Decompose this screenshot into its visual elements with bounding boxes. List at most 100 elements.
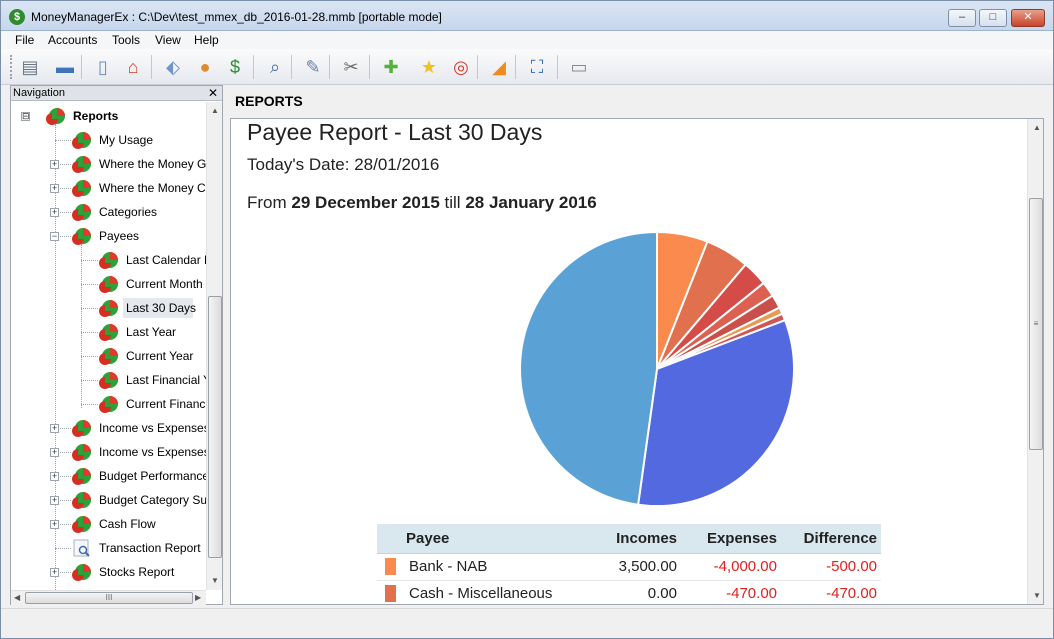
tree-item[interactable]: Last Financial Y xyxy=(11,368,206,392)
tree-expander-icon[interactable]: + xyxy=(50,519,59,529)
column-header-payee[interactable]: Payee xyxy=(377,524,581,554)
tree-guide-line xyxy=(55,476,71,477)
toolbar-separator xyxy=(477,55,478,79)
toolbar-grip[interactable] xyxy=(10,55,14,79)
minimize-button[interactable]: ‒ xyxy=(948,9,976,27)
star-icon[interactable]: ★ xyxy=(420,57,438,77)
tree-item[interactable]: + Budget Performance xyxy=(11,464,206,488)
navigation-close-icon[interactable]: ✕ xyxy=(207,86,218,100)
menu-view[interactable]: View xyxy=(155,33,181,47)
tools-icon[interactable]: ✂ xyxy=(343,57,359,77)
open-folder-icon[interactable]: ▬ xyxy=(56,57,74,77)
tree-item[interactable]: Last 30 Days xyxy=(11,296,206,320)
maximize-button[interactable]: □ xyxy=(979,9,1007,27)
tree-item[interactable]: + Where the Money C xyxy=(11,176,206,200)
toolbar-separator xyxy=(151,55,152,79)
column-header-difference[interactable]: Difference xyxy=(781,524,881,554)
navigation-scroll-thumb[interactable] xyxy=(208,296,222,558)
database-icon[interactable]: ▤ xyxy=(21,57,39,77)
tree-item[interactable]: + Categories xyxy=(11,200,206,224)
report-pie-icon xyxy=(99,300,118,317)
incomes-cell: 3,500.00 xyxy=(581,553,681,581)
table-row[interactable]: Bank - NAB 3,500.00 -4,000.00 -500.00 xyxy=(377,553,881,581)
fullscreen-icon[interactable]: ⛶ xyxy=(530,57,544,77)
range-from: 29 December 2015 xyxy=(291,193,440,212)
tree-item-label: Last 30 Days xyxy=(126,301,197,315)
tree-item[interactable]: Transaction Report xyxy=(11,536,206,560)
menu-help[interactable]: Help xyxy=(194,33,219,47)
new-document-icon[interactable]: ▯ xyxy=(98,57,108,77)
tree-expander-icon[interactable]: + xyxy=(50,183,59,193)
tree-expander-icon[interactable]: + xyxy=(50,495,59,505)
report-pie-icon xyxy=(72,444,91,461)
home-icon[interactable]: ⌂ xyxy=(127,57,139,77)
scroll-down-icon[interactable]: ▼ xyxy=(211,576,219,585)
difference-cell: -500.00 xyxy=(781,553,881,581)
tree-expander-icon[interactable]: − xyxy=(50,231,59,241)
close-button[interactable]: ✕ xyxy=(1011,9,1045,27)
range-prefix: From xyxy=(247,193,287,212)
tree-item-label: Last Calendar M xyxy=(126,253,206,267)
search-icon[interactable]: ⌕ xyxy=(269,57,281,77)
table-header-row: Payee Incomes Expenses Difference xyxy=(377,524,881,554)
tree-item[interactable]: Current Year xyxy=(11,344,206,368)
tree-expander-icon[interactable]: + xyxy=(50,567,59,577)
menu-tools[interactable]: Tools xyxy=(112,33,141,47)
window-title: MoneyManagerEx : C:\Dev\test_mmex_db_201… xyxy=(31,10,442,24)
tree-item[interactable]: My Usage xyxy=(11,128,206,152)
toolbar-separator xyxy=(557,55,558,79)
status-bar xyxy=(1,608,1053,638)
column-header-incomes[interactable]: Incomes xyxy=(581,524,681,554)
table-row[interactable]: Cash - Miscellaneous 0.00 -470.00 -470.00 xyxy=(377,580,881,604)
edit-icon[interactable]: ✎ xyxy=(305,57,321,77)
navigation-horizontal-scrollbar[interactable]: ◀ III ▶ xyxy=(11,590,206,605)
navigation-vertical-scrollbar[interactable]: ▲ ▼ xyxy=(206,102,222,590)
tree-item[interactable]: Last Year xyxy=(11,320,206,344)
tree-item[interactable]: − Payees xyxy=(11,224,206,248)
tag-icon[interactable]: ⬖ xyxy=(166,57,180,77)
menu-accounts[interactable]: Accounts xyxy=(48,33,98,47)
tree-item[interactable]: Current Month xyxy=(11,272,206,296)
title-bar[interactable]: $ MoneyManagerEx : C:\Dev\test_mmex_db_2… xyxy=(1,1,1053,31)
tree-item[interactable]: + Cash Flow xyxy=(11,512,206,536)
report-vertical-scrollbar[interactable]: ▲ ≡ ▼ xyxy=(1027,119,1043,604)
report-pie-icon xyxy=(99,276,118,293)
tree-guide-line xyxy=(81,308,98,309)
tree-expander-icon[interactable]: + xyxy=(50,159,59,169)
scroll-up-icon[interactable]: ▲ xyxy=(211,106,219,115)
tree-item[interactable]: + Income vs Expenses xyxy=(11,440,206,464)
dollar-icon[interactable]: $ xyxy=(229,57,240,77)
report-scroll-down-icon[interactable]: ▼ xyxy=(1033,591,1041,600)
column-header-expenses[interactable]: Expenses xyxy=(681,524,781,554)
user-icon[interactable]: ● xyxy=(199,57,211,77)
scroll-right-icon[interactable]: ▶ xyxy=(195,593,202,602)
menu-file[interactable]: File xyxy=(15,33,35,47)
report-date-range: From 29 December 2015 till 28 January 20… xyxy=(247,193,597,213)
help-lifebuoy-icon[interactable]: ◎ xyxy=(453,57,469,77)
tree-item[interactable]: + Income vs Expenses xyxy=(11,416,206,440)
report-pie-icon xyxy=(72,516,91,533)
tree-expander-icon[interactable]: ⊟ xyxy=(21,111,30,121)
rss-icon[interactable]: ◢ xyxy=(492,57,506,77)
tree-expander-icon[interactable]: + xyxy=(50,207,59,217)
tree-item[interactable]: ⊟ Reports xyxy=(11,104,206,128)
scroll-left-icon[interactable]: ◀ xyxy=(14,593,21,602)
tree-item[interactable]: + Stocks Report xyxy=(11,560,206,584)
tree-expander-icon[interactable]: + xyxy=(50,423,59,433)
navigation-hscroll-thumb[interactable]: III xyxy=(25,592,193,604)
tree-guide-line xyxy=(81,404,98,405)
report-scroll-thumb[interactable]: ≡ xyxy=(1029,198,1043,450)
tree-item-label: Last Year xyxy=(126,325,177,339)
tree-item[interactable]: Current Financ xyxy=(11,392,206,416)
tree-item[interactable]: Last Calendar M xyxy=(11,248,206,272)
report-scroll-up-icon[interactable]: ▲ xyxy=(1033,123,1041,132)
tree-expander-icon[interactable]: + xyxy=(50,447,59,457)
tree-expander-icon[interactable]: + xyxy=(50,471,59,481)
tree-item[interactable]: + Where the Money G xyxy=(11,152,206,176)
navigation-header: Navigation ✕ xyxy=(11,86,222,101)
incomes-cell: 0.00 xyxy=(581,580,681,604)
add-icon[interactable]: ✚ xyxy=(383,57,399,77)
tree-item[interactable]: + Budget Category Su xyxy=(11,488,206,512)
toolbar-separator xyxy=(291,55,292,79)
print-icon[interactable]: ▭ xyxy=(570,57,588,77)
